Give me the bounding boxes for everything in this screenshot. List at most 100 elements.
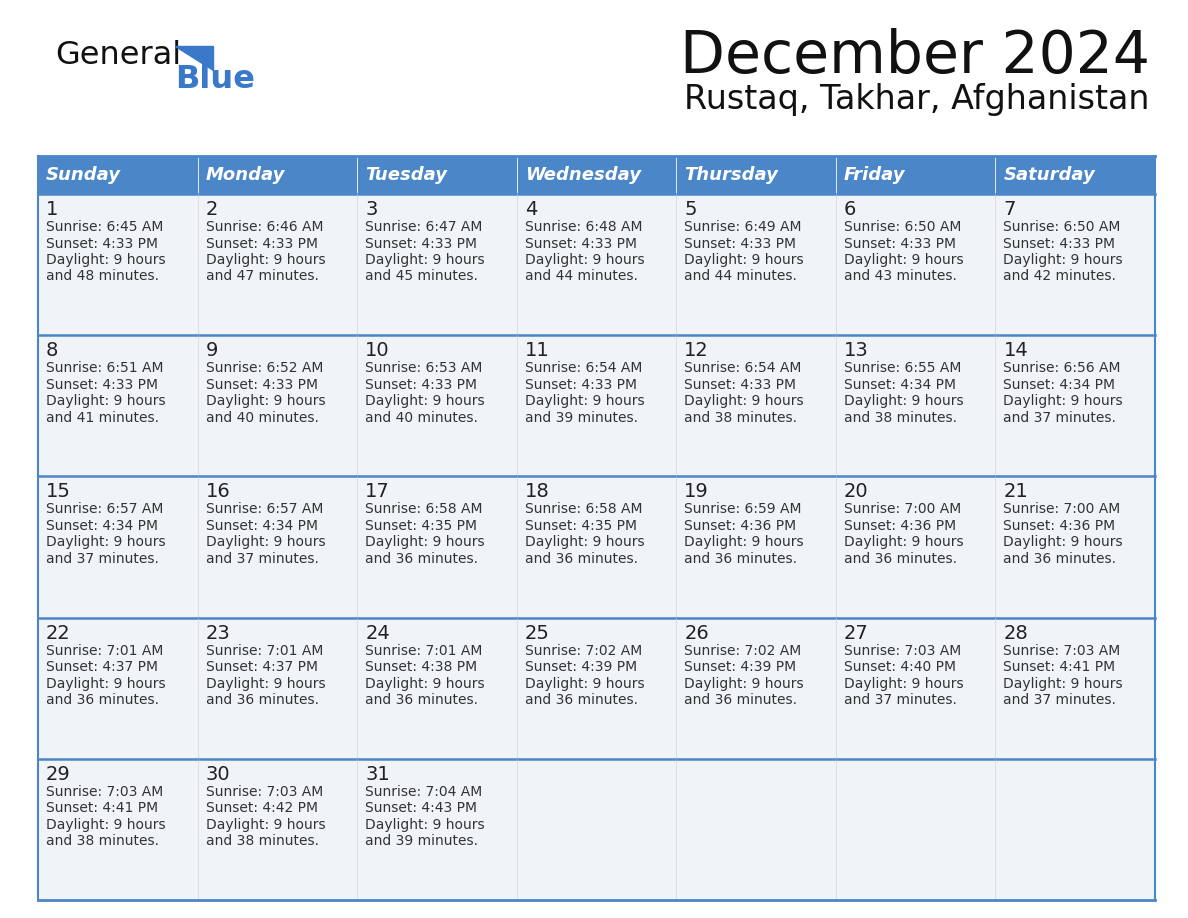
Text: and 41 minutes.: and 41 minutes. <box>46 410 159 425</box>
Text: 31: 31 <box>365 765 390 784</box>
Text: 22: 22 <box>46 623 71 643</box>
Bar <box>676 618 836 759</box>
Text: Daylight: 9 hours: Daylight: 9 hours <box>365 394 485 409</box>
Text: and 37 minutes.: and 37 minutes. <box>46 552 159 565</box>
Text: 14: 14 <box>1004 341 1028 360</box>
Text: Sunset: 4:33 PM: Sunset: 4:33 PM <box>206 237 317 251</box>
Text: Sunset: 4:36 PM: Sunset: 4:36 PM <box>684 519 796 533</box>
Text: Sunset: 4:33 PM: Sunset: 4:33 PM <box>525 237 637 251</box>
Text: 4: 4 <box>525 200 537 219</box>
Text: Sunset: 4:41 PM: Sunset: 4:41 PM <box>46 801 158 815</box>
Bar <box>38 194 197 335</box>
Text: Sunrise: 6:51 AM: Sunrise: 6:51 AM <box>46 361 164 375</box>
Text: and 37 minutes.: and 37 minutes. <box>206 552 318 565</box>
Text: 8: 8 <box>46 341 58 360</box>
Bar <box>836 759 996 900</box>
Text: Sunrise: 6:50 AM: Sunrise: 6:50 AM <box>843 220 961 234</box>
Text: Sunset: 4:43 PM: Sunset: 4:43 PM <box>365 801 478 815</box>
Text: 12: 12 <box>684 341 709 360</box>
Text: Sunrise: 7:01 AM: Sunrise: 7:01 AM <box>206 644 323 657</box>
Bar <box>836 335 996 476</box>
Text: Daylight: 9 hours: Daylight: 9 hours <box>206 535 326 549</box>
Text: Sunrise: 7:01 AM: Sunrise: 7:01 AM <box>46 644 164 657</box>
Text: Sunset: 4:37 PM: Sunset: 4:37 PM <box>206 660 317 674</box>
Text: Sunset: 4:39 PM: Sunset: 4:39 PM <box>684 660 796 674</box>
Text: Sunset: 4:33 PM: Sunset: 4:33 PM <box>365 237 478 251</box>
Bar <box>836 156 996 194</box>
Text: Daylight: 9 hours: Daylight: 9 hours <box>843 253 963 267</box>
Bar <box>836 476 996 618</box>
Text: 19: 19 <box>684 482 709 501</box>
Text: 11: 11 <box>525 341 550 360</box>
Bar <box>517 156 676 194</box>
Text: 28: 28 <box>1004 623 1028 643</box>
Text: and 36 minutes.: and 36 minutes. <box>525 693 638 707</box>
Text: Friday: Friday <box>843 166 905 184</box>
Text: Sunset: 4:35 PM: Sunset: 4:35 PM <box>365 519 478 533</box>
Text: 21: 21 <box>1004 482 1028 501</box>
Bar <box>38 335 197 476</box>
Text: Sunrise: 7:01 AM: Sunrise: 7:01 AM <box>365 644 482 657</box>
Text: Daylight: 9 hours: Daylight: 9 hours <box>525 535 644 549</box>
Text: Sunday: Sunday <box>46 166 121 184</box>
Text: 20: 20 <box>843 482 868 501</box>
Text: Daylight: 9 hours: Daylight: 9 hours <box>1004 253 1123 267</box>
Text: 9: 9 <box>206 341 217 360</box>
Text: Saturday: Saturday <box>1004 166 1095 184</box>
Text: Sunset: 4:35 PM: Sunset: 4:35 PM <box>525 519 637 533</box>
Bar <box>38 156 197 194</box>
Text: Daylight: 9 hours: Daylight: 9 hours <box>206 394 326 409</box>
Text: Sunset: 4:33 PM: Sunset: 4:33 PM <box>1004 237 1116 251</box>
Bar <box>996 194 1155 335</box>
Text: Sunrise: 7:03 AM: Sunrise: 7:03 AM <box>46 785 163 799</box>
Text: Sunrise: 6:50 AM: Sunrise: 6:50 AM <box>1004 220 1120 234</box>
Text: Sunrise: 7:03 AM: Sunrise: 7:03 AM <box>843 644 961 657</box>
Bar <box>676 476 836 618</box>
Bar <box>836 618 996 759</box>
Text: Rustaq, Takhar, Afghanistan: Rustaq, Takhar, Afghanistan <box>684 84 1150 117</box>
Text: Daylight: 9 hours: Daylight: 9 hours <box>365 677 485 690</box>
Text: Daylight: 9 hours: Daylight: 9 hours <box>525 253 644 267</box>
Text: General: General <box>55 40 181 72</box>
Polygon shape <box>175 46 213 70</box>
Text: and 40 minutes.: and 40 minutes. <box>365 410 478 425</box>
Text: Monday: Monday <box>206 166 285 184</box>
Text: Daylight: 9 hours: Daylight: 9 hours <box>843 677 963 690</box>
Text: Blue: Blue <box>175 64 255 95</box>
Text: Sunrise: 6:54 AM: Sunrise: 6:54 AM <box>684 361 802 375</box>
Text: and 38 minutes.: and 38 minutes. <box>684 410 797 425</box>
Bar <box>358 618 517 759</box>
Text: Sunrise: 6:47 AM: Sunrise: 6:47 AM <box>365 220 482 234</box>
Text: and 43 minutes.: and 43 minutes. <box>843 270 956 284</box>
Text: 24: 24 <box>365 623 390 643</box>
Text: and 44 minutes.: and 44 minutes. <box>684 270 797 284</box>
Text: 10: 10 <box>365 341 390 360</box>
Text: and 37 minutes.: and 37 minutes. <box>843 693 956 707</box>
Text: Sunrise: 6:56 AM: Sunrise: 6:56 AM <box>1004 361 1121 375</box>
Text: Sunrise: 7:04 AM: Sunrise: 7:04 AM <box>365 785 482 799</box>
Text: Daylight: 9 hours: Daylight: 9 hours <box>1004 535 1123 549</box>
Text: and 36 minutes.: and 36 minutes. <box>525 552 638 565</box>
Text: Daylight: 9 hours: Daylight: 9 hours <box>684 677 804 690</box>
Bar <box>517 335 676 476</box>
Bar <box>197 335 358 476</box>
Text: 13: 13 <box>843 341 868 360</box>
Text: Sunset: 4:33 PM: Sunset: 4:33 PM <box>684 237 796 251</box>
Bar <box>836 194 996 335</box>
Text: Sunset: 4:36 PM: Sunset: 4:36 PM <box>1004 519 1116 533</box>
Text: 27: 27 <box>843 623 868 643</box>
Text: 7: 7 <box>1004 200 1016 219</box>
Text: 18: 18 <box>525 482 550 501</box>
Bar <box>358 194 517 335</box>
Text: Daylight: 9 hours: Daylight: 9 hours <box>1004 677 1123 690</box>
Bar <box>676 759 836 900</box>
Bar <box>676 156 836 194</box>
Bar <box>996 759 1155 900</box>
Bar <box>517 476 676 618</box>
Text: 3: 3 <box>365 200 378 219</box>
Bar <box>38 759 197 900</box>
Text: 17: 17 <box>365 482 390 501</box>
Text: and 36 minutes.: and 36 minutes. <box>684 552 797 565</box>
Text: Wednesday: Wednesday <box>525 166 640 184</box>
Text: 30: 30 <box>206 765 230 784</box>
